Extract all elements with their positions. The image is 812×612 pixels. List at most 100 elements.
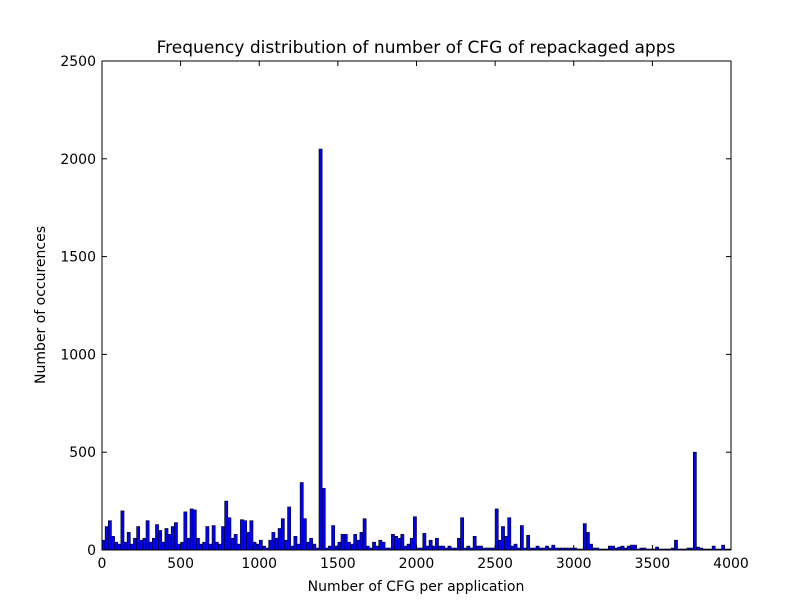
bar [199, 543, 203, 551]
bar [167, 534, 172, 551]
bar [133, 537, 137, 551]
bar [139, 539, 144, 551]
bar [170, 526, 175, 551]
bar [189, 508, 194, 551]
bar [296, 543, 301, 551]
bar [400, 534, 405, 551]
bar [551, 544, 556, 551]
y-tick-label: 500 [69, 445, 96, 461]
bar [513, 543, 518, 551]
bar [397, 537, 402, 551]
bar [126, 532, 131, 551]
bar [192, 509, 197, 551]
bar [299, 482, 304, 551]
y-tick-label: 1000 [60, 347, 96, 363]
bar [158, 530, 163, 551]
bar [240, 519, 244, 551]
bar [302, 518, 307, 551]
x-tick-label: 3000 [556, 556, 592, 572]
bar [626, 545, 631, 551]
bar [497, 539, 502, 551]
bar [711, 545, 716, 551]
bar [186, 537, 191, 551]
bar [438, 545, 442, 551]
bar [123, 541, 128, 551]
bar [214, 541, 219, 551]
bar [230, 537, 235, 551]
bar [479, 545, 483, 551]
bar [155, 524, 159, 551]
bar [142, 537, 147, 551]
bar [117, 543, 122, 551]
bar [472, 536, 477, 551]
bar [252, 541, 257, 551]
bar [224, 500, 229, 551]
bar [406, 543, 411, 551]
bar [535, 545, 540, 551]
bar [280, 518, 285, 551]
y-tick-label: 0 [87, 543, 96, 559]
bar [152, 537, 156, 551]
bar [526, 535, 531, 551]
bar [441, 545, 446, 551]
bar [545, 545, 549, 551]
bar [293, 536, 298, 551]
bar [274, 537, 279, 551]
bar [271, 532, 276, 551]
bar [510, 545, 515, 551]
y-tick-label: 2000 [60, 152, 96, 168]
bar [236, 543, 241, 551]
bar [633, 544, 637, 551]
bar [381, 541, 386, 551]
y-tick-label: 1500 [60, 250, 96, 266]
bar [350, 543, 354, 551]
bar [589, 543, 593, 551]
bar [475, 545, 480, 551]
bar [608, 545, 612, 551]
bar [721, 544, 726, 551]
bar [130, 543, 134, 551]
bar [630, 544, 634, 551]
y-tick-label: 2500 [60, 54, 96, 70]
bar [343, 534, 348, 551]
bar [277, 528, 282, 551]
bar [174, 522, 178, 551]
bar [394, 536, 398, 551]
bar [145, 520, 150, 551]
bar [378, 539, 383, 551]
bar [196, 537, 200, 551]
bar [340, 534, 345, 551]
bar [233, 534, 238, 551]
bar [391, 534, 395, 551]
bar [428, 539, 433, 551]
bar [306, 541, 310, 551]
bar [674, 539, 678, 551]
bar [205, 526, 210, 551]
x-tick-label: 500 [167, 556, 194, 572]
bar [466, 545, 471, 551]
bar [246, 532, 251, 551]
bar [586, 532, 590, 551]
bar [359, 532, 364, 551]
bar [362, 518, 367, 551]
x-tick-label: 0 [98, 556, 107, 572]
bar [460, 517, 464, 551]
bar [183, 511, 188, 551]
x-axis-label: Number of CFG per application [308, 579, 525, 595]
bar [356, 539, 361, 551]
x-tick-label: 1000 [241, 556, 277, 572]
bar [422, 533, 427, 551]
bar [328, 545, 332, 551]
bar [611, 545, 615, 551]
bar [620, 545, 625, 551]
bar [208, 543, 213, 551]
bar [375, 545, 380, 551]
bar [164, 528, 169, 551]
x-tick-label: 2500 [477, 556, 513, 572]
bar [519, 525, 524, 551]
bar [431, 545, 436, 551]
bar [218, 543, 222, 551]
chart-title: Frequency distribution of number of CFG … [157, 38, 676, 58]
bar [111, 536, 115, 551]
